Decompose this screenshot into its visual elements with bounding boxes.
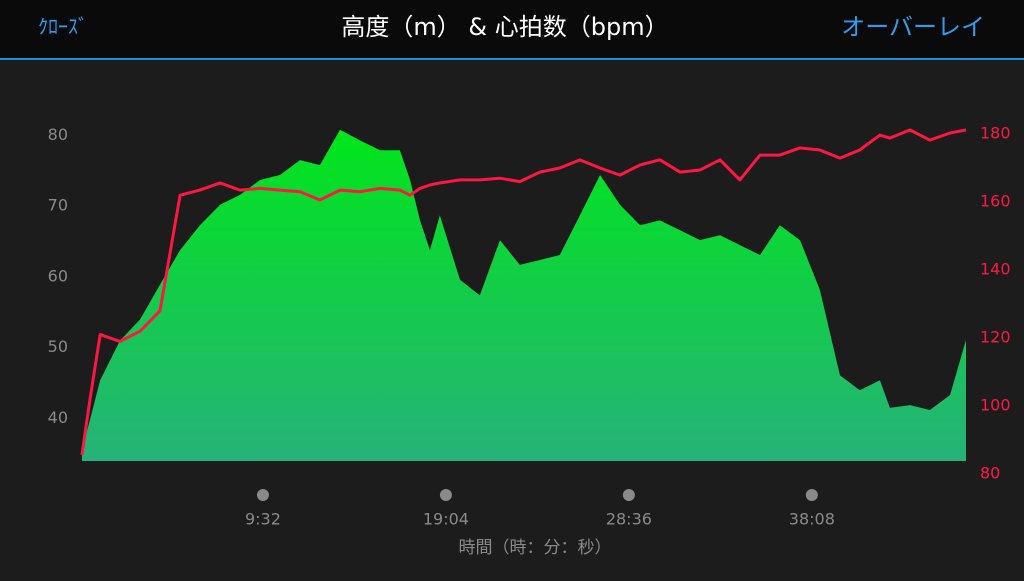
x-tick-dot (256, 489, 269, 501)
close-button[interactable]: ｸﾛｰｽﾞ (38, 15, 88, 39)
x-tick-label: 38:08 (789, 510, 835, 529)
header-divider (0, 58, 1024, 60)
y2-tick-label: 120 (980, 328, 1011, 347)
y-tick-label: 80 (48, 125, 68, 144)
x-tick-label: 19:04 (423, 510, 469, 529)
x-tick-dot (805, 489, 818, 501)
x-tick-dot (622, 489, 635, 501)
elevation-area (81, 129, 967, 461)
y2-tick-label: 160 (980, 192, 1011, 211)
x-tick-label: 28:36 (606, 510, 652, 529)
y2-tick-label: 180 (980, 124, 1011, 143)
y2-tick-label: 80 (980, 464, 1000, 483)
y-tick-label: 70 (48, 196, 68, 215)
y2-tick-label: 100 (980, 396, 1011, 415)
header-title: 高度（m） & 心拍数（bpm） (341, 13, 668, 41)
y-tick-label: 50 (48, 337, 68, 356)
x-axis-title: 時間（時：分：秒） (459, 538, 612, 558)
overlay-button[interactable]: オーバーレイ (841, 13, 985, 41)
y-tick-label: 60 (48, 266, 68, 285)
y2-tick-label: 140 (980, 260, 1011, 279)
header-bar (0, 0, 1024, 58)
x-tick-label: 9:32 (245, 510, 281, 529)
heart-rate-line (80, 128, 967, 456)
x-tick-dot (439, 489, 452, 501)
y-tick-label: 40 (48, 408, 68, 427)
